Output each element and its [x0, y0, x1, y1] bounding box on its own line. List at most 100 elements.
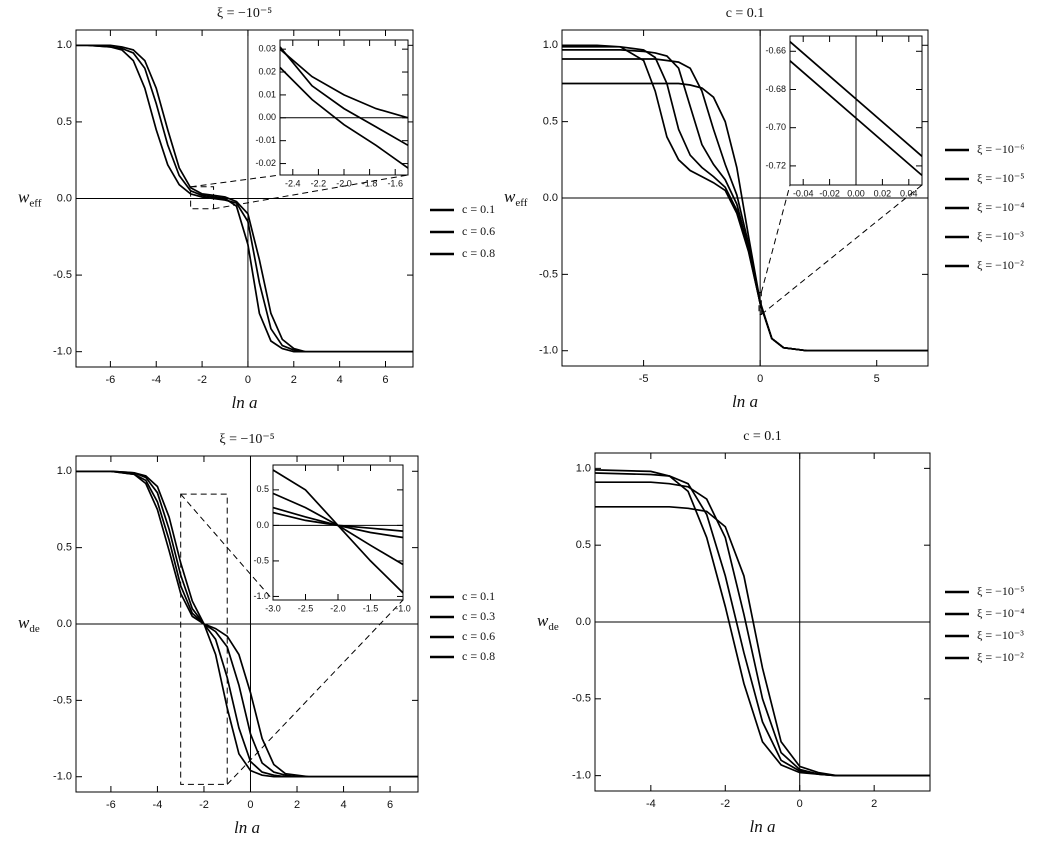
- x-tick-label: 0.04: [900, 188, 918, 198]
- x-tick-label: -2: [199, 799, 209, 811]
- series-line: [594, 472, 930, 777]
- x-axis-label: ln a: [732, 392, 758, 411]
- x-tick-label: -4: [646, 798, 656, 810]
- series-line: [76, 470, 418, 778]
- x-axis-label: ln a: [750, 817, 776, 836]
- series-line: [279, 66, 409, 169]
- legend-label: ξ = −10⁻⁴: [977, 606, 1024, 620]
- y-tick-label: 0.02: [258, 66, 276, 76]
- x-tick-label: 2: [294, 799, 300, 811]
- y-tick-label: -0.66: [765, 46, 786, 56]
- series-line: [279, 46, 409, 147]
- y-axis-label-main: w: [504, 187, 516, 206]
- x-tick-label: -6: [105, 374, 115, 386]
- x-tick-label: 0: [247, 799, 253, 811]
- y-tick-label: 1.0: [543, 39, 558, 51]
- panel: -6 -4 -2 0 2 4 6 -1.0 -0.5 0.0 0.5 1.0 ξ = −10⁻⁵ ln a…: [18, 432, 495, 837]
- y-tick-label: 0.5: [57, 542, 72, 554]
- x-tick-label: -4: [153, 799, 163, 811]
- legend-label: ξ = −10⁻²: [977, 650, 1024, 664]
- x-tick-label: 6: [382, 374, 388, 386]
- zoom-line: [226, 599, 404, 785]
- zoom-line: [190, 174, 281, 188]
- y-tick-label: -0.72: [765, 160, 786, 170]
- series-line: [279, 48, 409, 119]
- y-tick-label: 0.03: [258, 44, 276, 54]
- x-tick-label: -6: [106, 799, 116, 811]
- y-tick-label: -1.0: [53, 346, 72, 358]
- legend-label: ξ = −10⁻²: [977, 258, 1024, 272]
- chart-title: ξ = −10⁻⁵: [219, 432, 274, 447]
- x-tick-label: -0.04: [793, 188, 814, 198]
- chart-title: c = 0.1: [743, 429, 782, 444]
- y-tick-label: 1.0: [57, 465, 72, 477]
- y-tick-label: -0.5: [253, 555, 269, 565]
- y-tick-label: -0.02: [255, 158, 276, 168]
- x-tick-label: 0: [797, 798, 803, 810]
- y-tick-label: -0.5: [572, 693, 591, 705]
- legend-label: ξ = −10⁻⁵: [977, 584, 1024, 598]
- inset: -0.04 -0.02 0.00 0.02 0.04 -0.72 -0.70 -0.68 -0.…: [765, 35, 923, 198]
- panel: -5 0 5 -1.0 -0.5 0.0 0.5 1.0 c = 0.1 ln a weff ξ = …: [504, 6, 1024, 411]
- legend-label: c = 0.8: [462, 246, 495, 260]
- y-axis-label-main: w: [18, 187, 30, 206]
- x-tick-label: -2: [720, 798, 730, 810]
- y-tick-label: 0.0: [256, 520, 269, 530]
- legend-label: c = 0.1: [462, 202, 495, 216]
- y-axis-label: wde: [18, 613, 40, 635]
- y-tick-label: -0.5: [53, 694, 72, 706]
- y-axis-label: wde: [537, 611, 559, 633]
- y-axis-label-main: w: [18, 613, 30, 632]
- y-tick-label: 0.0: [543, 192, 558, 204]
- y-axis-label-subscript: de: [548, 621, 559, 633]
- y-tick-label: -1.0: [539, 345, 558, 357]
- series-line: [595, 481, 930, 777]
- chart-title: ξ = −10⁻⁵: [217, 6, 272, 21]
- x-tick-label: 6: [387, 799, 393, 811]
- y-tick-label: 0.00: [258, 112, 276, 122]
- legend-label: ξ = −10⁻⁶: [977, 142, 1024, 156]
- x-tick-label: 2: [871, 798, 877, 810]
- y-axis-label-subscript: de: [29, 623, 40, 635]
- y-tick-label: 0.5: [57, 116, 72, 128]
- legend-label: c = 0.6: [462, 629, 495, 643]
- x-tick-label: 4: [340, 799, 346, 811]
- x-axis-label: ln a: [234, 818, 260, 837]
- x-tick-label: -2.2: [311, 178, 327, 188]
- inset-background: [273, 465, 403, 600]
- zoom-line: [760, 184, 791, 293]
- y-tick-label: -0.68: [765, 84, 786, 94]
- legend-label: ξ = −10⁻³: [977, 628, 1024, 642]
- x-tick-label: -2.0: [330, 603, 346, 613]
- series-line: [562, 82, 928, 352]
- y-tick-label: 0.01: [258, 89, 276, 99]
- y-tick-label: -0.5: [53, 269, 72, 281]
- x-tick-label: -4: [151, 374, 161, 386]
- x-axis-label: ln a: [232, 393, 258, 412]
- zoom-box: [758, 292, 762, 316]
- x-tick-label: -5: [639, 373, 649, 385]
- panel: -4 -2 0 2 -1.0 -0.5 0.0 0.5 1.0 c = 0.1 ln a wde ξ =…: [537, 429, 1024, 836]
- y-tick-label: -0.70: [765, 122, 786, 132]
- x-tick-label: -2: [197, 374, 207, 386]
- y-tick-label: 0.5: [576, 539, 591, 551]
- legend-label: ξ = −10⁻⁴: [977, 200, 1024, 214]
- panel: -6 -4 -2 0 2 4 6 -1.0 -0.5 0.0 0.5 1.0 ξ = −10⁻⁵ ln a…: [18, 6, 495, 412]
- legend-label: c = 0.1: [462, 589, 495, 603]
- legend-label: c = 0.8: [462, 649, 495, 663]
- x-tick-label: -1.8: [362, 178, 378, 188]
- series-line: [789, 60, 923, 177]
- series-line: [789, 41, 923, 157]
- inset: -3.0 -2.5 -2.0 -1.5 -1.0 -1.0 -0.5 0.0 0.5: [253, 464, 411, 613]
- inset: -2.4 -2.2 -2.0 -1.8 -1.6 -0.02 -0.01 0.00 0.01 0.…: [255, 39, 409, 188]
- x-tick-label: 5: [874, 373, 880, 385]
- x-tick-label: -2.0: [336, 178, 352, 188]
- series-line: [76, 44, 413, 353]
- y-tick-label: -0.5: [539, 268, 558, 280]
- zoom-box: [180, 493, 228, 785]
- legend-label: c = 0.6: [462, 224, 495, 238]
- x-tick-label: 0: [757, 373, 763, 385]
- y-tick-label: -1.0: [53, 771, 72, 783]
- y-tick-label: 1.0: [57, 39, 72, 51]
- series-line: [594, 469, 930, 777]
